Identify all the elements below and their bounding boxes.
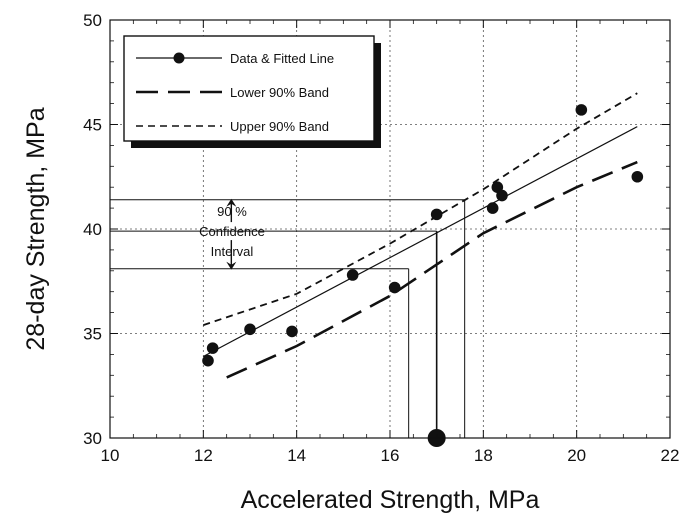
legend-label-upper: Upper 90% Band	[230, 119, 329, 134]
x-tick-label: 10	[101, 446, 120, 465]
data-point	[388, 281, 401, 294]
x-axis-title: Accelerated Strength, MPa	[241, 486, 540, 514]
legend-label-lower: Lower 90% Band	[230, 85, 329, 100]
grid-lines	[110, 20, 670, 438]
lower-90-band-line	[226, 160, 638, 379]
data-point	[486, 202, 499, 214]
data-point	[244, 323, 256, 336]
tick-labels: 10 12 14 16 18 20 22 30 35 40 45 50	[83, 11, 679, 465]
x-tick-label: 12	[194, 446, 213, 465]
data-point	[346, 269, 359, 281]
data-point	[286, 325, 298, 338]
y-tick-label: 30	[83, 429, 102, 448]
legend-box	[123, 35, 375, 142]
x-tick-label: 14	[287, 446, 306, 465]
y-tick-label: 40	[83, 220, 102, 239]
legend-marker-fitted	[173, 52, 185, 64]
y-axis-title: 28-day Strength, MPa	[22, 107, 50, 350]
x-tick-label: 18	[474, 446, 493, 465]
x-tick-label: 16	[381, 446, 400, 465]
confidence-guide-lines	[110, 198, 466, 438]
x-tick-label: 22	[661, 446, 680, 465]
fitted-line	[203, 126, 638, 358]
data-point	[430, 208, 443, 221]
confidence-text-line-2: Confidence	[199, 224, 265, 239]
data-points	[202, 104, 644, 447]
x-tick-label: 20	[567, 446, 586, 465]
data-point	[206, 342, 219, 354]
data-point	[575, 104, 588, 116]
confidence-text-line-1: 90 %	[217, 204, 247, 219]
legend-label-fitted: Data & Fitted Line	[230, 51, 334, 66]
confidence-text-line-3: Interval	[211, 244, 254, 259]
data-point	[496, 189, 508, 202]
data-point	[202, 354, 214, 367]
y-tick-label: 35	[83, 325, 102, 344]
y-tick-label: 45	[83, 116, 102, 135]
axis-ticks	[109, 19, 671, 439]
confidence-annotation: 90 % Confidence Interval	[199, 204, 265, 259]
y-tick-label: 50	[83, 11, 102, 30]
data-point	[631, 170, 644, 183]
legend: Data & Fitted Line Lower 90% Band Upper …	[123, 35, 381, 148]
